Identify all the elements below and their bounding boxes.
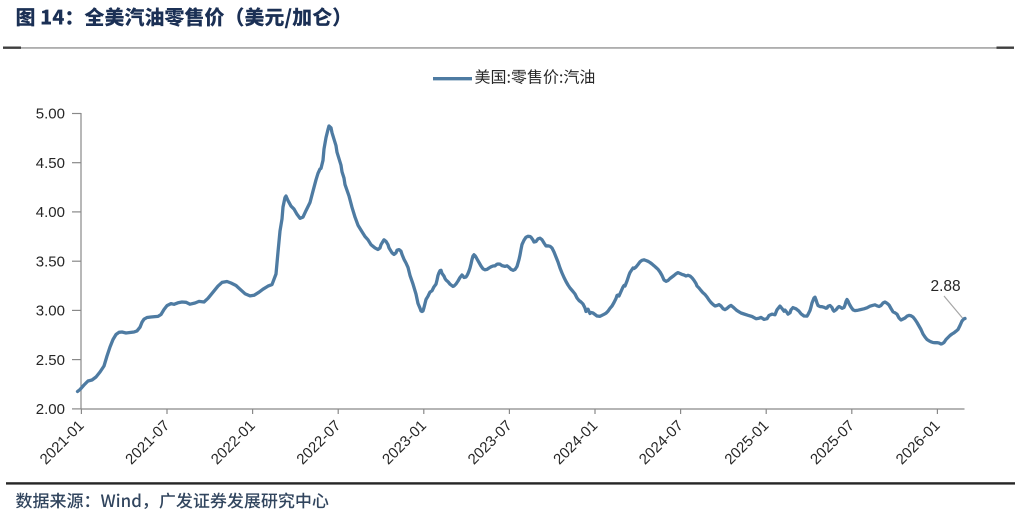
svg-text:2025-01: 2025-01	[721, 417, 772, 468]
svg-text:2.00: 2.00	[36, 401, 65, 418]
svg-text:2021-01: 2021-01	[37, 417, 88, 468]
svg-text:2021-07: 2021-07	[122, 417, 173, 468]
svg-text:2.88: 2.88	[931, 278, 961, 295]
svg-text:5.00: 5.00	[36, 106, 65, 123]
svg-text:2024-01: 2024-01	[550, 417, 601, 468]
svg-text:3.00: 3.00	[36, 303, 65, 320]
svg-text:2024-07: 2024-07	[636, 417, 687, 468]
svg-text:2022-07: 2022-07	[293, 417, 344, 468]
svg-text:4.00: 4.00	[36, 204, 65, 221]
svg-text:4.50: 4.50	[36, 155, 65, 172]
svg-text:2025-07: 2025-07	[807, 417, 858, 468]
svg-text:2023-01: 2023-01	[379, 417, 430, 468]
svg-text:3.50: 3.50	[36, 253, 65, 270]
svg-text:2022-01: 2022-01	[208, 417, 259, 468]
svg-text:2026-01: 2026-01	[893, 417, 944, 468]
svg-text:2.50: 2.50	[36, 352, 65, 369]
svg-text:2023-07: 2023-07	[465, 417, 516, 468]
